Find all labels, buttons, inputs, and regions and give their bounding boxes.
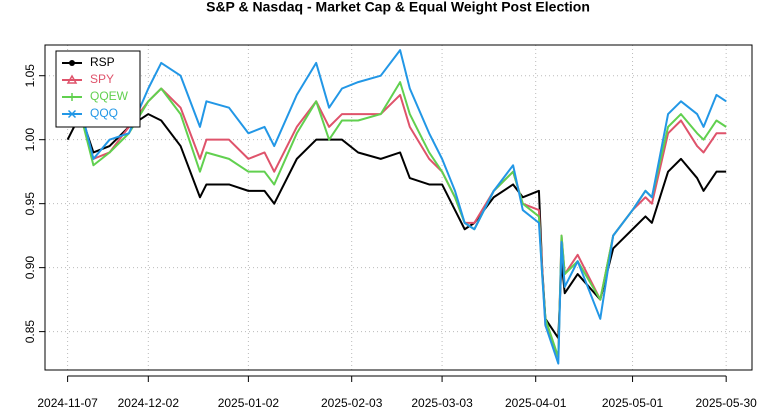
y-tick-label: 0.95 <box>23 192 37 216</box>
series-line <box>66 81 727 359</box>
x-tick-label: 2024-11-07 <box>37 396 98 410</box>
x-tick-label: 2025-04-01 <box>505 396 567 410</box>
y-tick-label: 0.85 <box>23 320 37 344</box>
x-tick-label: 2025-02-03 <box>321 396 383 410</box>
x-tick-label: 2025-01-02 <box>218 396 280 410</box>
y-tick-label: 1.00 <box>23 128 37 152</box>
legend-label: QQQ <box>90 106 118 120</box>
chart-title: S&P & Nasdaq - Market Cap & Equal Weight… <box>206 0 590 15</box>
x-tick-label: 2025-03-03 <box>411 396 473 410</box>
series-line <box>66 113 727 340</box>
y-tick-label: 0.90 <box>23 256 37 280</box>
legend-label: SPY <box>90 72 114 86</box>
plot-frame <box>44 44 753 371</box>
legend: RSP SPY QQEW QQQ <box>55 50 141 128</box>
legend-marker <box>66 74 78 84</box>
legend-marker <box>68 93 76 101</box>
y-tick-label: 1.05 <box>23 64 37 88</box>
x-tick-label: 2025-05-30 <box>695 396 757 410</box>
legend-label: QQEW <box>90 89 129 103</box>
x-tick-label: 2025-05-01 <box>602 396 664 410</box>
series-line <box>66 49 727 365</box>
legend-label: RSP <box>90 55 115 69</box>
x-tick-label: 2024-12-02 <box>118 396 180 410</box>
legend-marker <box>67 109 77 119</box>
legend-marker <box>69 60 75 66</box>
